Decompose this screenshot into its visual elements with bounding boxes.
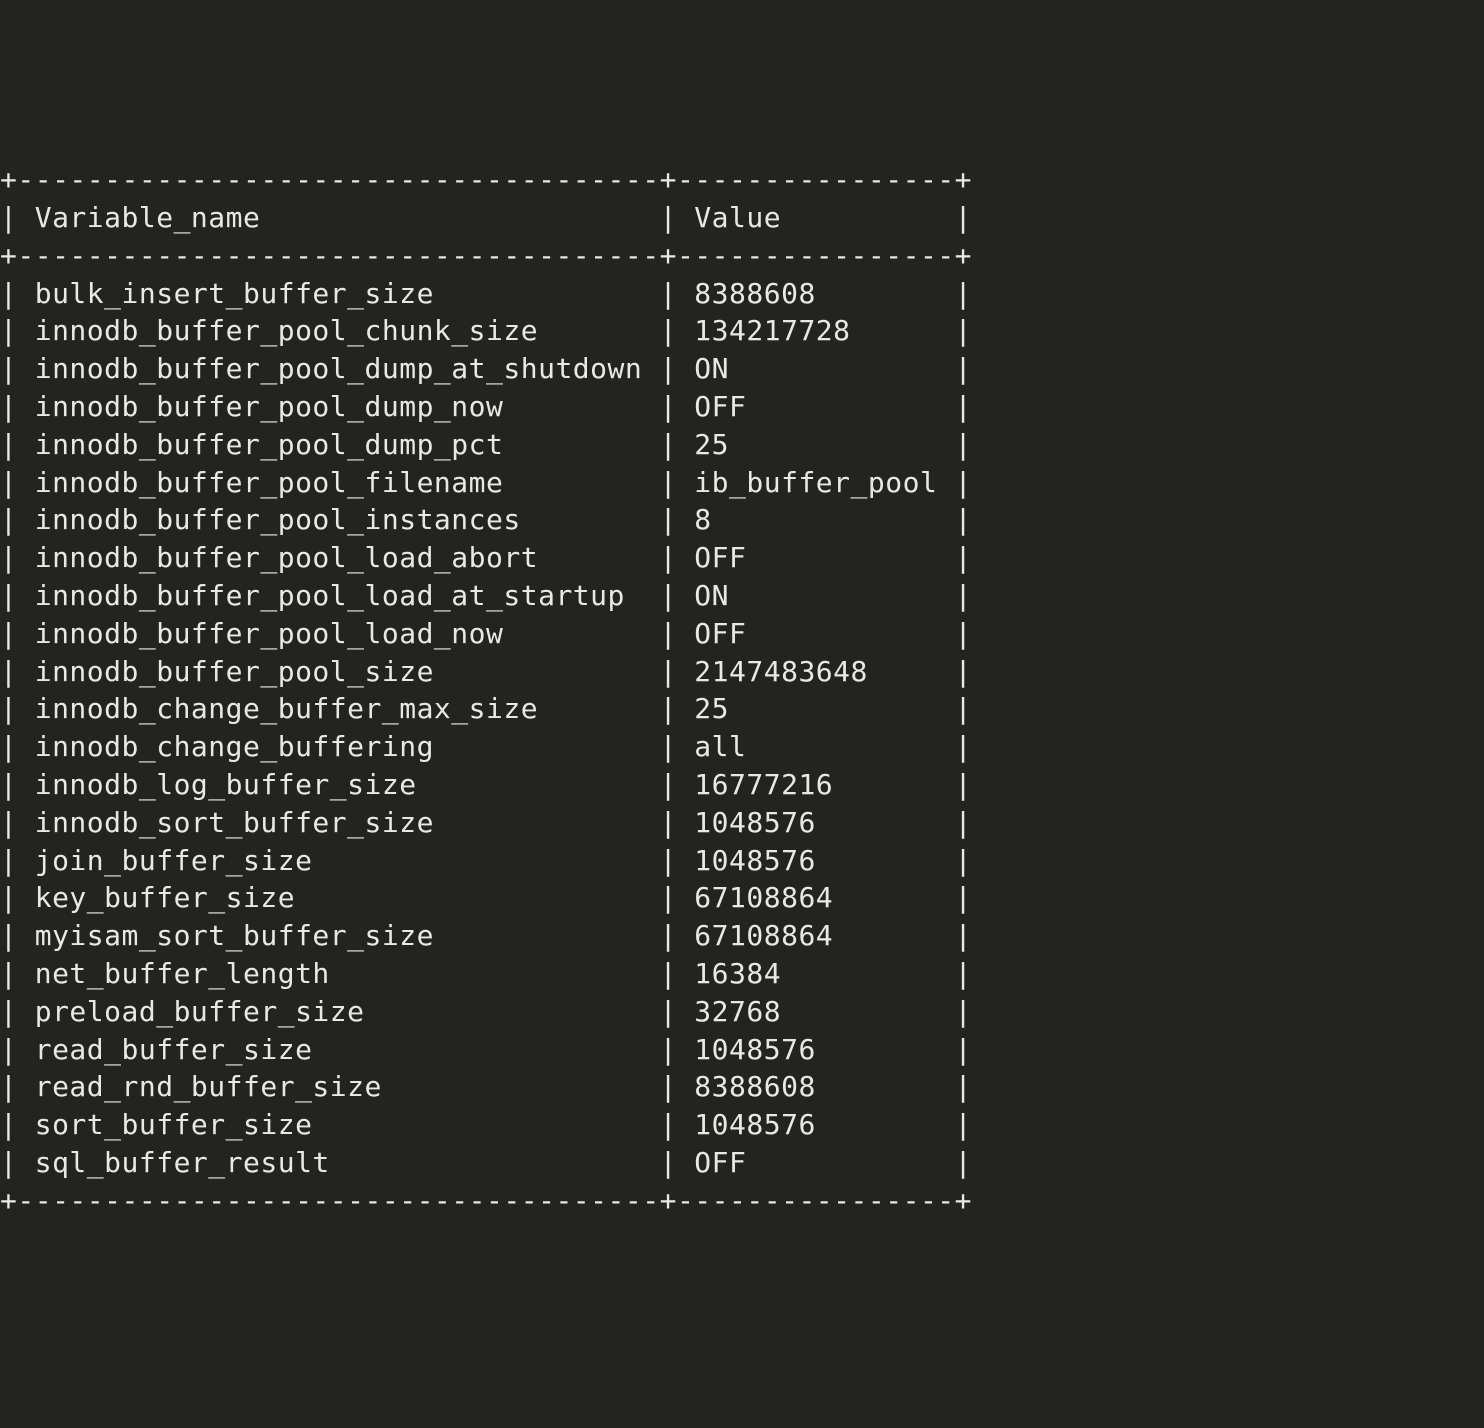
table-content: +-------------------------------------+-…	[0, 163, 972, 1217]
mysql-variables-table: +-------------------------------------+-…	[0, 161, 1484, 1219]
